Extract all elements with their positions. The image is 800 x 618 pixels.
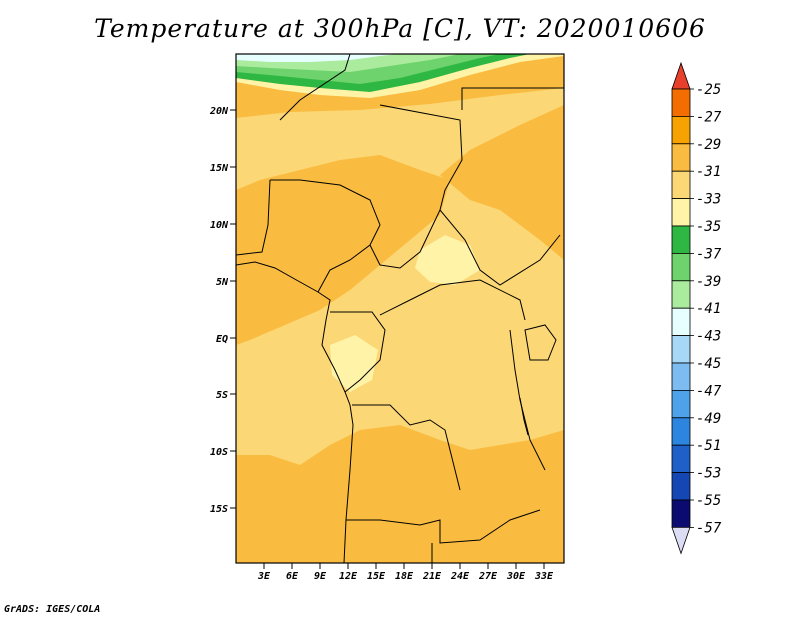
colorbar: -25 -27 -29 -31 -33 -35 -37 -39 -41 -43 -45 -47 -49 -… — [671, 61, 722, 555]
colorbar-label: -51 — [696, 438, 721, 454]
colorbar-box — [671, 252, 691, 282]
map-frame — [235, 53, 565, 564]
lat-label: 20N — [209, 106, 229, 117]
colorbar-label: -29 — [696, 137, 721, 153]
lon-label: 21E — [422, 571, 442, 582]
border-1 — [279, 54, 351, 121]
lon-label: 18E — [395, 571, 414, 582]
lat-label: EQ — [216, 334, 228, 345]
colorbar-box — [671, 88, 691, 117]
colorbar-label: -57 — [696, 520, 722, 536]
colorbar-top-arrow — [671, 61, 691, 90]
colorbar-label: -41 — [696, 301, 721, 317]
border-central — [369, 209, 441, 269]
colorbar-box — [671, 362, 691, 391]
border-congo-north — [379, 279, 526, 321]
grads-credit: GrADS: IGES/COLA — [4, 604, 101, 615]
colorbar-label: -49 — [696, 411, 721, 427]
field-pale-pocket-1 — [415, 235, 480, 285]
colorbar-label: -39 — [696, 274, 721, 290]
latitude-axis: 20N 15N 10N 5N EQ 5S 10S 15S — [209, 106, 236, 515]
field-guinea-warm — [236, 260, 310, 340]
border-nigeria — [270, 179, 381, 293]
colorbar-label: -53 — [696, 466, 721, 482]
lat-label: 15S — [210, 504, 228, 515]
coastline — [236, 261, 354, 563]
colorbar-box — [671, 444, 691, 474]
colorbar-label: -33 — [696, 192, 721, 208]
lon-label: 9E — [314, 571, 327, 582]
border-2 — [379, 104, 561, 286]
map-title: Temperature at 300hPa [C], VT: 202001060… — [94, 14, 706, 43]
colorbar-box — [671, 198, 691, 227]
colorbar-bottom-arrow — [671, 527, 691, 555]
lake-tanganyika — [519, 397, 529, 436]
lon-label: 27E — [478, 571, 498, 582]
lon-label: 15E — [367, 571, 386, 582]
lon-label: 24E — [450, 571, 470, 582]
colorbar-label: -27 — [696, 109, 722, 125]
lat-label: 10N — [210, 220, 229, 231]
border-south — [346, 509, 541, 544]
lat-label: 5S — [216, 390, 228, 401]
lon-label: 12E — [339, 571, 358, 582]
colorbar-box — [671, 143, 691, 172]
longitude-axis: 3E 6E 9E 12E 15E 18E 21E 24E 27E 30E 33E — [257, 563, 554, 582]
lat-label: 15N — [210, 163, 229, 174]
lon-label: 6E — [286, 571, 299, 582]
colorbar-box — [671, 335, 691, 364]
colorbar-box — [671, 280, 691, 309]
colorbar-label: -47 — [696, 383, 722, 399]
colorbar-label: -31 — [696, 164, 721, 180]
colorbar-box — [671, 389, 691, 419]
colorbar-box — [671, 225, 691, 254]
colorbar-label: -45 — [696, 356, 721, 372]
lat-label: 5N — [216, 277, 229, 288]
colorbar-box — [671, 116, 691, 145]
lake-victoria — [524, 324, 557, 361]
colorbar-label: -35 — [696, 219, 721, 235]
border-angola — [352, 404, 461, 491]
colorbar-box — [671, 417, 691, 446]
colorbar-label: -25 — [696, 82, 721, 98]
colorbar-label: -55 — [696, 493, 721, 509]
colorbar-label: -43 — [696, 329, 721, 345]
colorbar-label: -37 — [696, 246, 722, 262]
field-band-43 — [236, 54, 400, 62]
colorbar-box — [671, 170, 691, 199]
field-northeast-warm — [440, 105, 564, 260]
border-west — [236, 179, 271, 256]
field-south-warm — [236, 425, 564, 563]
border-gabon — [330, 311, 386, 393]
lon-label: 3E — [257, 571, 271, 582]
colorbar-box — [671, 499, 691, 528]
country-borders — [236, 54, 564, 563]
colorbar-box — [671, 472, 691, 501]
lon-label: 30E — [506, 571, 526, 582]
lat-label: 10S — [210, 447, 228, 458]
field-pale-pocket-2 — [330, 335, 378, 392]
lon-label: 33E — [534, 571, 554, 582]
border-3 — [461, 87, 564, 110]
temperature-field — [236, 54, 564, 563]
colorbar-box — [671, 307, 691, 337]
